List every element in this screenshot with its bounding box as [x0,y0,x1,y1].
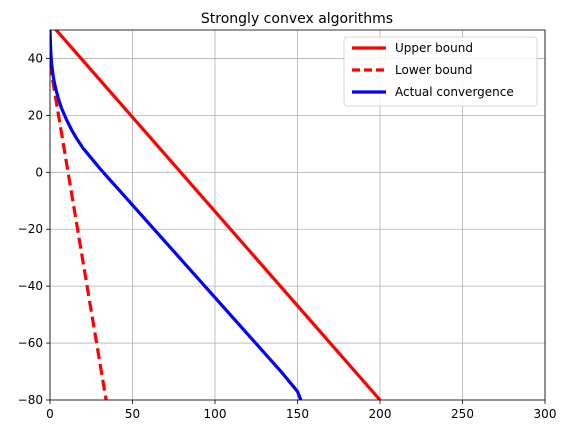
x-tick-label: 250 [451,407,474,421]
y-tick-label: −60 [18,336,43,350]
x-tick-label: 200 [369,407,392,421]
legend-label: Lower bound [395,63,473,77]
y-tick-label: 0 [35,165,43,179]
y-tick-label: −40 [18,279,43,293]
series-layer [50,30,382,400]
legend-label: Upper bound [395,41,473,55]
series-line-lower-bound [50,63,108,400]
legend: Upper bound Lower bound Actual convergence [343,36,538,107]
legend-box [343,36,538,107]
x-tick-label: 300 [534,407,557,421]
legend-label: Actual convergence [395,85,514,99]
chart-title: Strongly convex algorithms [201,11,393,27]
series-line-actual-convergence [50,30,303,400]
x-tick-label: 150 [286,407,309,421]
y-tick-label: 20 [28,108,43,122]
y-tick-label: −80 [18,393,43,407]
x-tick-label: 0 [46,407,54,421]
y-tick-label: 40 [28,51,43,65]
y-tick-label: −20 [18,222,43,236]
series-line-upper-bound [54,30,382,400]
x-tick-label: 100 [204,407,227,421]
axis-ticks: 0 50 100 150 200 250 300 −80 −60 −40 −20 0 20 40 [18,51,557,421]
x-tick-label: 50 [125,407,140,421]
